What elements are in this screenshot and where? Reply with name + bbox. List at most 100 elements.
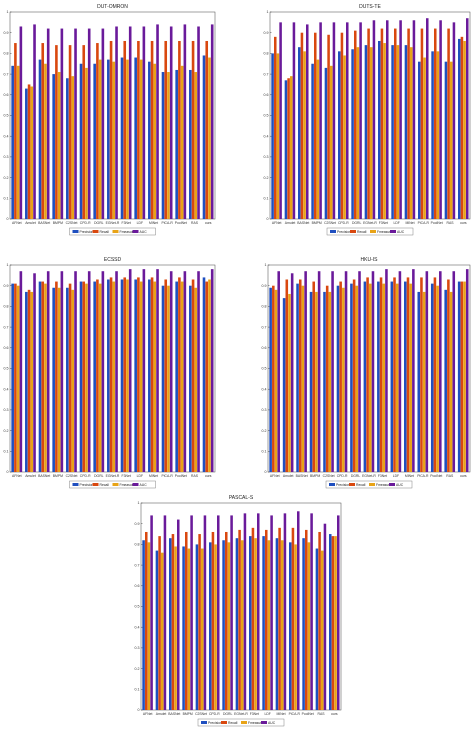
- bar-fmeasure-pica-r: [422, 291, 426, 472]
- x-tick-label: Amulet: [285, 221, 296, 225]
- bar-fmeasure-ras: [194, 72, 198, 219]
- bar-fmeasure-dgrl: [356, 47, 360, 219]
- bar-auc-ldf: [399, 20, 402, 220]
- bar-recall-afnet: [274, 36, 277, 220]
- bar-auc-f3net: [128, 26, 132, 219]
- legend-swatch: [112, 483, 119, 486]
- x-tick-label: CPD-R: [338, 221, 349, 225]
- bar-recall-egnet-r: [367, 28, 370, 220]
- bar-auc-f3net: [128, 269, 132, 472]
- bar-recall-bmpm: [312, 281, 315, 472]
- y-tick-label: 1: [7, 10, 9, 14]
- bar-precision-pica-r: [289, 542, 292, 710]
- bar-auc-ras: [197, 26, 200, 219]
- x-tick-label: BASNet: [38, 474, 50, 478]
- x-tick-label: BASNet: [297, 221, 309, 225]
- bar-fmeasure-c2snet: [330, 65, 333, 219]
- bar-precision-f3net: [120, 279, 124, 472]
- x-tick-label: PoolNet: [175, 221, 187, 225]
- bar-precision-afnet: [269, 287, 272, 472]
- bar-fmeasure-cpd-r: [214, 544, 217, 710]
- legend-swatch: [390, 230, 396, 233]
- bar-fmeasure-afnet: [276, 53, 280, 220]
- bar-recall-amulet: [285, 279, 289, 472]
- bar-fmeasure-f3net: [254, 538, 257, 710]
- y-tick-label: 0.8: [264, 52, 269, 56]
- bar-auc-c2snet: [203, 515, 207, 710]
- bar-recall-pica-r: [291, 527, 295, 710]
- bar-fmeasure-f3net: [382, 283, 386, 472]
- bar-recall-ours: [460, 281, 464, 472]
- bar-precision-amulet: [282, 298, 286, 472]
- bar-precision-basnet: [38, 59, 42, 219]
- legend-label: Recall: [100, 483, 110, 487]
- bar-auc-cpd-r: [87, 271, 91, 472]
- bar-recall-ours: [460, 36, 464, 220]
- x-tick-label: PoolNet: [302, 712, 314, 716]
- bar-precision-ras: [444, 289, 447, 472]
- bar-precision-afnet: [142, 540, 145, 710]
- legend-swatch: [261, 721, 267, 724]
- bar-precision-minet: [404, 45, 408, 220]
- x-tick-label: DGRL: [94, 221, 104, 225]
- bar-precision-bmpm: [182, 546, 185, 710]
- legend-label: AUC: [140, 483, 148, 487]
- bar-fmeasure-poolnet: [436, 51, 440, 219]
- bar-fmeasure-basnet: [44, 63, 47, 219]
- legend-swatch: [329, 483, 335, 486]
- bar-auc-bmpm: [190, 515, 193, 710]
- bar-fmeasure-bmpm: [57, 72, 61, 219]
- bar-fmeasure-minet: [153, 63, 157, 219]
- bar-auc-cpd-r: [87, 28, 91, 220]
- x-tick-label: AFNet: [272, 221, 282, 225]
- bar-recall-pica-r: [420, 28, 424, 220]
- bar-fmeasure-f3net: [126, 59, 129, 219]
- bar-fmeasure-cpd-r: [85, 283, 88, 472]
- chart-title: HKU-IS: [361, 257, 379, 263]
- bar-fmeasure-ours: [208, 57, 211, 219]
- x-tick-label: EGNet-R: [106, 221, 120, 225]
- bar-fmeasure-basnet: [303, 51, 306, 219]
- bar-auc-minet: [283, 513, 287, 710]
- bar-fmeasure-bmpm: [187, 548, 191, 710]
- bar-recall-c2snet: [327, 34, 330, 219]
- bar-auc-ldf: [270, 515, 273, 710]
- bar-recall-basnet: [41, 43, 45, 219]
- bar-recall-ldf: [137, 277, 140, 472]
- bar-recall-c2snet: [198, 534, 201, 710]
- bar-precision-poolnet: [175, 281, 178, 472]
- bar-auc-cpd-r: [217, 515, 220, 710]
- bar-precision-dgrl: [351, 49, 354, 220]
- bar-precision-egnet-r: [364, 45, 368, 220]
- bar-recall-poolnet: [178, 40, 181, 220]
- x-tick-label: PiCA-R: [162, 474, 174, 478]
- y-tick-label: 0.2: [4, 176, 9, 180]
- bar-precision-ours: [202, 277, 206, 472]
- bar-fmeasure-afnet: [16, 285, 20, 472]
- bar-auc-basnet: [304, 271, 307, 472]
- bar-auc-ras: [452, 22, 456, 219]
- bar-fmeasure-basnet: [301, 285, 305, 472]
- bar-recall-minet: [150, 277, 154, 472]
- bar-recall-egnet-r: [109, 40, 113, 220]
- bar-precision-minet: [275, 538, 279, 710]
- bar-precision-dgrl: [350, 283, 353, 472]
- legend-label: AUC: [397, 230, 405, 234]
- bar-fmeasure-bmpm: [57, 287, 61, 472]
- y-tick-label: 0.4: [264, 134, 269, 138]
- bar-recall-ras: [191, 279, 195, 472]
- bar-precision-poolnet: [431, 51, 434, 219]
- x-tick-label: MINet: [405, 221, 414, 225]
- bar-precision-cpd-r: [336, 285, 340, 472]
- bar-recall-ras: [191, 40, 195, 220]
- bar-fmeasure-f3net: [126, 279, 129, 472]
- bar-auc-ours: [465, 269, 469, 472]
- x-tick-label: AFNet: [270, 474, 280, 478]
- bar-precision-ldf: [391, 45, 394, 220]
- bar-auc-c2snet: [74, 271, 77, 472]
- bar-precision-dgrl: [93, 63, 96, 219]
- bar-precision-minet: [148, 61, 151, 220]
- bar-fmeasure-afnet: [16, 65, 20, 219]
- bar-precision-amulet: [25, 291, 28, 472]
- y-tick-label: 0.3: [135, 646, 140, 650]
